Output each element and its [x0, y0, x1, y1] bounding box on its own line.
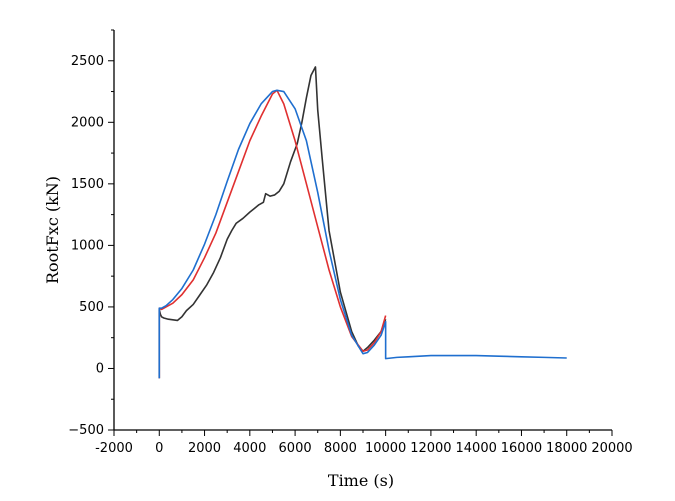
- series-line-1: [158, 66, 387, 379]
- y-tick-label: 1000: [71, 238, 104, 253]
- y-axis-title: RootFxc (kN): [43, 176, 62, 284]
- x-tick-label: -2000: [95, 441, 133, 456]
- x-tick-label: 12000: [410, 441, 451, 456]
- x-tick-label: 8000: [324, 441, 357, 456]
- x-axis-title: Time (s): [328, 471, 394, 490]
- tick-layer: -2000 0 2000 4000 6000 8000 10000 12000 14000 160…: [68, 29, 633, 456]
- y-tick-label: 2500: [71, 54, 104, 69]
- x-tick-label: 0: [155, 441, 163, 456]
- y-tick-label: 2000: [71, 115, 104, 130]
- y-tick-label: 0: [96, 361, 104, 376]
- x-tick-label: 10000: [365, 441, 406, 456]
- series-layer: [158, 66, 567, 379]
- y-tick-label: 1500: [71, 177, 104, 192]
- series-line-3: [158, 89, 567, 379]
- x-tick-label: 20000: [591, 441, 632, 456]
- x-tick-label: 2000: [188, 441, 221, 456]
- x-tick-label: 6000: [279, 441, 312, 456]
- x-tick-label: 18000: [546, 441, 587, 456]
- x-tick-label: 14000: [456, 441, 497, 456]
- x-tick-label: 16000: [501, 441, 542, 456]
- y-tick-label: −500: [68, 423, 104, 438]
- axes-frame: [113, 30, 612, 431]
- y-tick-label: 500: [79, 300, 104, 315]
- x-tick-label: 4000: [233, 441, 266, 456]
